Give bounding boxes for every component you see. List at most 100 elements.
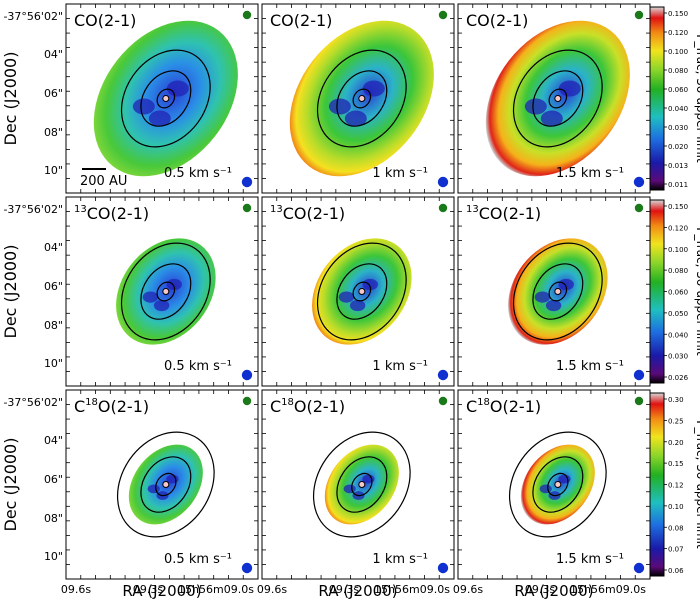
central-source-marker <box>358 288 366 295</box>
colorbar: 0.150 0.120 0.100 0.080 0.060 0.050 0.040 0.030… <box>649 199 700 384</box>
continuum-contour <box>336 263 388 320</box>
continuum-contour <box>120 242 211 341</box>
ra-tick-label: 09.3s <box>525 583 555 596</box>
map-panel: CO(2-1) 0.5 km s⁻¹ 200 AU <box>65 3 259 194</box>
map-panel: 13CO(2-1) 1 km s⁻¹ <box>261 196 455 387</box>
colorbar-label: P_frac, 3σ upper limit <box>694 420 700 549</box>
colorbar-tick-label: 0.20 <box>668 439 684 447</box>
ra-axis-label: RA (J2000) <box>122 582 201 600</box>
continuum-contour <box>512 242 603 341</box>
ra-tick-label: 09.6s <box>257 583 287 596</box>
ra-tick-label: 09.6s <box>453 583 483 596</box>
colorbar-tick-label: 0.120 <box>668 224 688 232</box>
continuum-contour <box>312 431 411 538</box>
velocity-width-label: 1.5 km s⁻¹ <box>556 166 624 181</box>
dec-tick-label: -37°56'02" <box>3 203 63 216</box>
colorbar-tick-label: 0.100 <box>668 246 688 254</box>
low-polarization-core <box>539 484 552 494</box>
continuum-contour <box>532 456 584 513</box>
colorbar-tick-label: 0.013 <box>668 162 688 170</box>
line-label: C18O(2-1) <box>270 397 345 416</box>
central-source-marker <box>554 288 562 295</box>
continuum-contour <box>155 472 177 497</box>
beam-marker-blue <box>437 369 449 381</box>
velocity-width-label: 0.5 km s⁻¹ <box>164 166 232 181</box>
beam-marker-blue <box>633 176 645 188</box>
low-polarization-core <box>362 80 385 97</box>
dec-axis-label: Dec (J2000) <box>1 438 20 532</box>
beam-marker-green <box>242 396 252 406</box>
colorbar-tick-label: 0.06 <box>668 567 684 575</box>
velocity-width-label: 1 km s⁻¹ <box>372 166 428 181</box>
colorbar-tick-label: 0.030 <box>668 124 688 132</box>
map-panel: 13CO(2-1) 0.5 km s⁻¹ <box>65 196 259 387</box>
beam-marker-blue <box>437 176 449 188</box>
colorbar-tick-label: 0.120 <box>668 29 688 37</box>
beam-marker-green <box>634 396 644 406</box>
velocity-width-label: 1.5 km s⁻¹ <box>556 359 624 374</box>
map-panel: C18O(2-1) 1.5 km s⁻¹ <box>457 389 651 580</box>
colorbar-tick-label: 0.040 <box>668 331 688 339</box>
dec-tick-label: 10" <box>44 550 63 563</box>
colorbar-tick-label: 0.10 <box>668 503 684 511</box>
beam-marker-blue <box>241 562 253 574</box>
continuum-contour <box>512 49 603 148</box>
map-panel: 13CO(2-1) 1.5 km s⁻¹ <box>457 196 651 387</box>
ra-tick-label: 09.3s <box>133 583 163 596</box>
ra-axis-label: RA (J2000) <box>514 582 593 600</box>
ra-tick-label: 15h56m09.0s <box>178 583 254 596</box>
central-source-marker <box>554 481 562 488</box>
continuum-contour <box>156 88 176 109</box>
low-polarization-core <box>534 291 551 303</box>
colorbar-tick-label: 0.050 <box>668 310 688 318</box>
colorbar: 0.30 0.25 0.20 0.15 0.12 0.10 0.08 0.07 0.06 P_fr… <box>649 392 700 577</box>
continuum-contour <box>548 281 568 302</box>
beam-marker-green <box>634 10 644 20</box>
dec-tick-label: 08" <box>44 512 63 525</box>
velocity-width-label: 0.5 km s⁻¹ <box>164 359 232 374</box>
colorbar-tick-label: 0.020 <box>668 143 688 151</box>
low-polarization-core <box>344 110 367 127</box>
map-panel: CO(2-1) 1.5 km s⁻¹ <box>457 3 651 194</box>
low-polarization-core <box>349 299 366 312</box>
continuum-contour <box>351 472 373 497</box>
low-polarization-core <box>132 98 155 115</box>
map-panel: CO(2-1) 1 km s⁻¹ <box>261 3 455 194</box>
beam-marker-green <box>438 203 448 213</box>
continuum-contour <box>140 70 192 127</box>
continuum-contour <box>316 242 407 341</box>
continuum-contour <box>336 70 388 127</box>
continuum-contour <box>336 456 388 513</box>
central-source-marker <box>162 481 170 488</box>
beam-marker-blue <box>241 176 253 188</box>
colorbar-tick-label: 0.060 <box>668 86 688 94</box>
beam-marker-blue <box>241 369 253 381</box>
continuum-contour <box>352 281 372 302</box>
low-polarization-core <box>343 484 356 494</box>
map-panel: C18O(2-1) 1 km s⁻¹ <box>261 389 455 580</box>
line-label: C18O(2-1) <box>466 397 541 416</box>
dec-tick-label: 10" <box>44 164 63 177</box>
beam-marker-blue <box>437 562 449 574</box>
dec-tick-label: 10" <box>44 357 63 370</box>
line-label: CO(2-1) <box>270 11 332 30</box>
low-polarization-core <box>338 291 355 303</box>
line-label: CO(2-1) <box>74 11 136 30</box>
dec-tick-label: -37°56'02" <box>3 396 63 409</box>
continuum-contour <box>508 431 607 538</box>
dec-tick-label: 04" <box>44 434 63 447</box>
low-polarization-core <box>142 291 159 303</box>
central-source-marker <box>358 481 366 488</box>
low-polarization-core <box>147 484 160 494</box>
beam-marker-green <box>242 10 252 20</box>
colorbar-tick-label: 0.15 <box>668 460 684 468</box>
continuum-contour <box>548 88 568 109</box>
dec-axis-label: Dec (J2000) <box>1 52 20 146</box>
low-polarization-core <box>328 98 351 115</box>
continuum-contour <box>140 263 192 320</box>
low-polarization-core <box>558 80 581 97</box>
map-panel: C18O(2-1) 0.5 km s⁻¹ <box>65 389 259 580</box>
continuum-contour <box>532 70 584 127</box>
low-polarization-core <box>148 110 171 127</box>
